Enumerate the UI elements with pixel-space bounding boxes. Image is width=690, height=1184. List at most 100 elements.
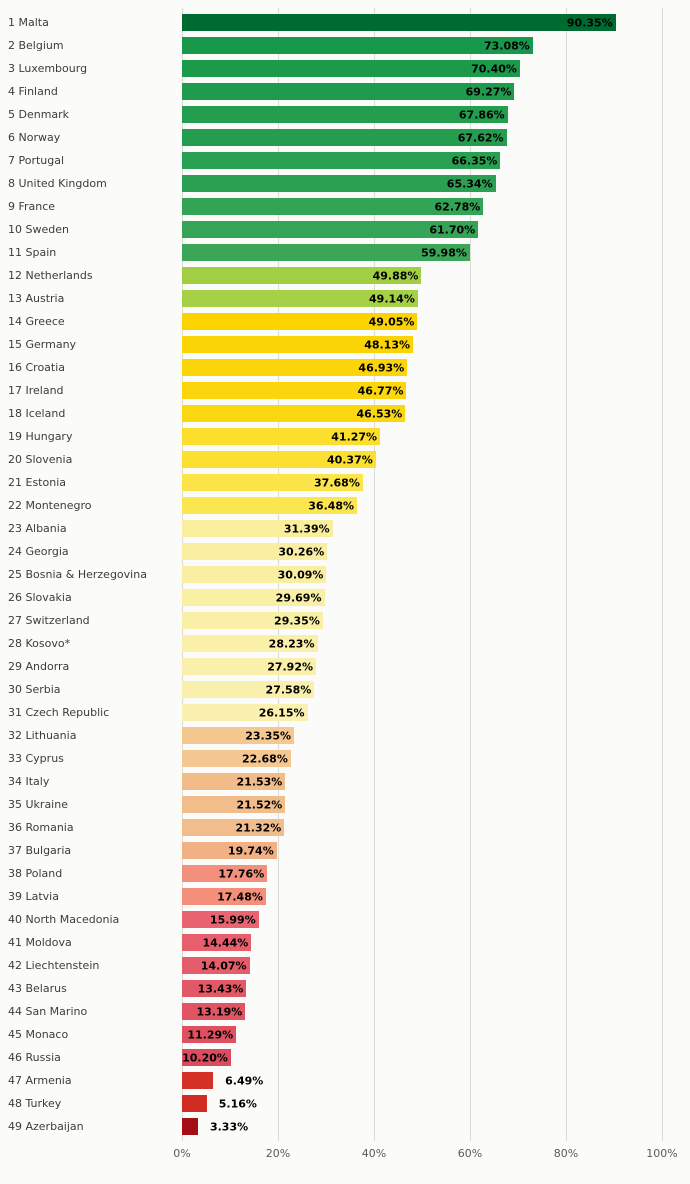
chart-row: 41 Moldova 14.44%: [0, 931, 690, 954]
chart-row: 24 Georgia 30.26%: [0, 540, 690, 563]
bar: [182, 290, 418, 307]
bar-track: 17.48%: [182, 888, 662, 905]
bar-track: 27.92%: [182, 658, 662, 675]
row-label: 24 Georgia: [8, 545, 69, 558]
bar-value-label: 73.08%: [483, 39, 530, 52]
bar-value-label: 14.44%: [202, 936, 249, 949]
row-label: 12 Netherlands: [8, 269, 93, 282]
bar-value-label: 61.70%: [429, 223, 476, 236]
chart-row: 4 Finland 69.27%: [0, 80, 690, 103]
chart-row: 15 Germany 48.13%: [0, 333, 690, 356]
chart-row: 9 France 62.78%: [0, 195, 690, 218]
chart-row: 18 Iceland 46.53%: [0, 402, 690, 425]
chart-row: 6 Norway 67.62%: [0, 126, 690, 149]
bar-track: 15.99%: [182, 911, 662, 928]
row-label: 2 Belgium: [8, 39, 64, 52]
row-label: 1 Malta: [8, 16, 49, 29]
bar: [182, 428, 381, 445]
chart-row: 40 North Macedonia 15.99%: [0, 908, 690, 931]
bar-value-label: 21.53%: [236, 775, 283, 788]
chart-row: 37 Bulgaria 19.74%: [0, 839, 690, 862]
chart-row: 5 Denmark 67.86%: [0, 103, 690, 126]
bar-track: 6.49%: [182, 1072, 662, 1089]
bar-value-label: 28.23%: [268, 637, 315, 650]
row-label: 3 Luxembourg: [8, 62, 88, 75]
bar-value-label: 19.74%: [227, 844, 274, 857]
bar-value-label: 41.27%: [331, 430, 378, 443]
chart-row: 3 Luxembourg 70.40%: [0, 57, 690, 80]
row-label: 20 Slovenia: [8, 453, 73, 466]
bar-value-label: 5.16%: [218, 1097, 257, 1110]
chart-row: 12 Netherlands 49.88%: [0, 264, 690, 287]
bar: [182, 244, 470, 261]
bar: [182, 888, 266, 905]
bar-track: 21.32%: [182, 819, 662, 836]
bar: [182, 451, 376, 468]
row-label: 36 Romania: [8, 821, 74, 834]
bar-value-label: 23.35%: [245, 729, 292, 742]
bar-value-label: 29.35%: [274, 614, 320, 627]
bar: [182, 106, 508, 123]
chart-row: 11 Spain 59.98%: [0, 241, 690, 264]
bar-value-label: 67.62%: [457, 131, 504, 144]
bar: [182, 842, 277, 859]
bar-value-label: 67.86%: [458, 108, 505, 121]
bar-track: 13.43%: [182, 980, 662, 997]
bar: [182, 1049, 231, 1066]
row-label: 31 Czech Republic: [8, 706, 110, 719]
bar: [182, 773, 286, 790]
row-label: 49 Azerbaijan: [8, 1120, 84, 1133]
row-label: 8 United Kingdom: [8, 177, 107, 190]
bar-value-label: 90.35%: [566, 16, 613, 29]
chart-row: 35 Ukraine 21.52%: [0, 793, 690, 816]
grid-line: [374, 8, 375, 1141]
bar-value-label: 31.39%: [283, 522, 330, 535]
bar-track: 5.16%: [182, 1095, 662, 1112]
chart-row: 47 Armenia 6.49%: [0, 1069, 690, 1092]
chart-row: 16 Croatia 46.93%: [0, 356, 690, 379]
row-label: 4 Finland: [8, 85, 58, 98]
chart-row: 48 Turkey 5.16%: [0, 1092, 690, 1115]
bar-track: 73.08%: [182, 37, 662, 54]
axis-tick-label: 80%: [553, 1147, 579, 1160]
row-label: 21 Estonia: [8, 476, 66, 489]
bar-value-label: 29.69%: [275, 591, 322, 604]
bar-value-label: 17.48%: [217, 890, 263, 903]
row-label: 42 Liechtenstein: [8, 959, 100, 972]
bar: [182, 60, 520, 77]
chart-row: 20 Slovenia 40.37%: [0, 448, 690, 471]
axis-tick-label: 0%: [173, 1147, 191, 1160]
bar: [182, 83, 515, 100]
bar-track: 10.20%: [182, 1049, 662, 1066]
row-label: 46 Russia: [8, 1051, 61, 1064]
bar: [182, 313, 418, 330]
chart-row: 27 Switzerland 29.35%: [0, 609, 690, 632]
row-label: 16 Croatia: [8, 361, 66, 374]
bar-track: 31.39%: [182, 520, 662, 537]
bar-value-label: 66.35%: [451, 154, 498, 167]
bar-value-label: 27.92%: [267, 660, 314, 673]
chart-row: 43 Belarus 13.43%: [0, 977, 690, 1000]
axis-tick-label: 60%: [457, 1147, 483, 1160]
row-label: 40 North Macedonia: [8, 913, 120, 926]
bar: [182, 175, 496, 192]
bar-track: 65.34%: [182, 175, 662, 192]
bar-track: 49.14%: [182, 290, 662, 307]
bar-track: 67.86%: [182, 106, 662, 123]
bar: [182, 704, 308, 721]
grid-line: [470, 8, 471, 1141]
bar-track: 21.53%: [182, 773, 662, 790]
bar-value-label: 30.26%: [278, 545, 325, 558]
row-label: 26 Slovakia: [8, 591, 72, 604]
row-label: 44 San Marino: [8, 1005, 88, 1018]
bar-value-label: 30.09%: [277, 568, 324, 581]
chart-row: 45 Monaco 11.29%: [0, 1023, 690, 1046]
bar-value-label: 69.27%: [465, 85, 512, 98]
chart-row: 29 Andorra 27.92%: [0, 655, 690, 678]
chart-row: 38 Poland 17.76%: [0, 862, 690, 885]
bar-track: 48.13%: [182, 336, 662, 353]
bar-track: 69.27%: [182, 83, 662, 100]
bar: [182, 980, 247, 997]
bar: [182, 796, 286, 813]
